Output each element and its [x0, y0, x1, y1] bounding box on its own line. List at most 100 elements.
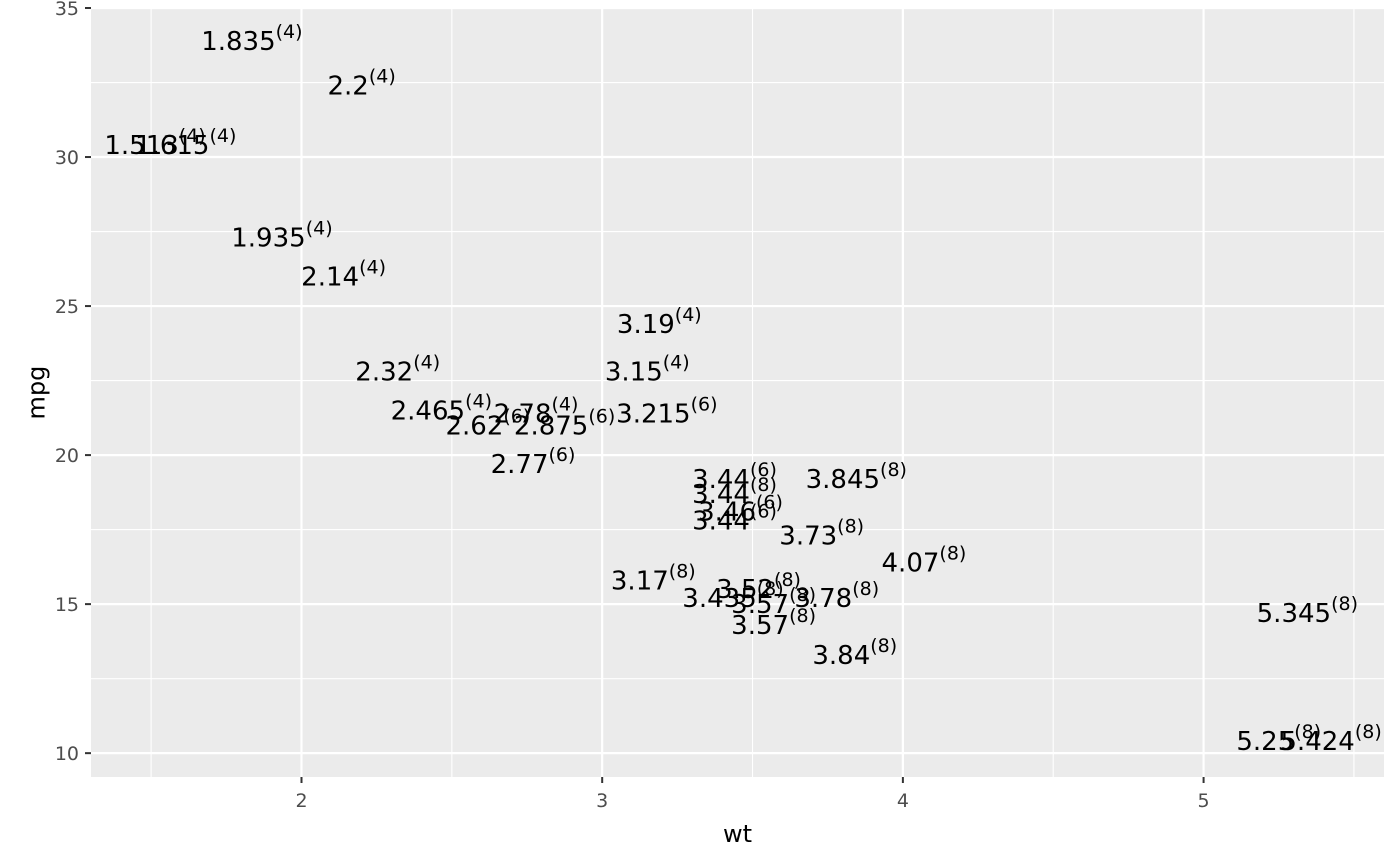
- point-label: 3.845(8): [806, 459, 907, 495]
- x-tick-label: 4: [897, 790, 909, 812]
- y-tick-label: 25: [55, 296, 79, 318]
- point-label: 2.14(4): [301, 256, 386, 292]
- point-label-value: 3.57: [731, 611, 789, 641]
- point-label: 3.19(4): [617, 304, 702, 340]
- point-label: 3.73(8): [779, 516, 864, 552]
- point-label-superscript: (8): [1331, 593, 1358, 615]
- point-label: 2.465(4): [391, 390, 492, 426]
- point-label-superscript: (8): [939, 542, 966, 564]
- point-label-value: 3.845: [806, 465, 880, 495]
- point-label-value: 2.78: [494, 399, 552, 429]
- point-label-value: 4.07: [882, 548, 940, 578]
- point-label-superscript: (8): [789, 605, 816, 627]
- point-label-value: 3.15: [605, 358, 663, 388]
- point-label-superscript: (6): [691, 393, 718, 415]
- point-label-value: 3.19: [617, 310, 675, 340]
- point-label: 3.44(6): [692, 459, 777, 495]
- point-label-value: 5.424: [1280, 727, 1354, 757]
- point-label: 2.2(4): [327, 65, 395, 101]
- point-label-superscript: (6): [756, 492, 783, 514]
- point-label-superscript: (4): [552, 393, 579, 415]
- point-label-value: 3.17: [611, 566, 669, 596]
- point-label-superscript: (8): [880, 459, 907, 481]
- x-axis-title: wt: [723, 820, 752, 848]
- point-label-superscript: (8): [1294, 721, 1321, 743]
- y-tick-label: 30: [55, 147, 79, 169]
- point-label: 3.84(8): [812, 635, 897, 671]
- point-label-value: 2.14: [301, 262, 359, 292]
- point-label-superscript: (8): [774, 569, 801, 591]
- point-label: 3.215(6): [616, 393, 717, 429]
- point-label-superscript: (4): [179, 125, 206, 147]
- grid-lines: [91, 6, 1384, 777]
- point-label-superscript: (6): [750, 459, 777, 481]
- point-label-superscript: (6): [588, 405, 615, 427]
- point-label-superscript: (8): [852, 578, 879, 600]
- point-label-superscript: (4): [675, 304, 702, 326]
- y-tick-label: 10: [55, 743, 79, 765]
- point-label: 3.44(6): [692, 501, 777, 537]
- point-label-value: 2.2: [327, 71, 368, 101]
- y-tick-label: 20: [55, 445, 79, 467]
- point-labels: 2.62(6)2.875(6)2.32(4)3.215(6)3.44(8)3.4…: [104, 21, 1381, 757]
- point-label-superscript: (4): [306, 218, 333, 240]
- point-label-value: 2.875: [514, 411, 588, 441]
- point-label-superscript: (8): [837, 516, 864, 538]
- point-label: 3.52(8): [716, 569, 801, 605]
- point-label-superscript: (4): [276, 21, 303, 43]
- point-label: 2.32(4): [355, 352, 440, 388]
- point-label-superscript: (4): [369, 65, 396, 87]
- y-tick-label: 35: [55, 0, 79, 20]
- point-label-value: 3.44: [692, 507, 750, 537]
- point-label-value: 1.935: [231, 224, 305, 254]
- y-tick-label: 15: [55, 594, 79, 616]
- point-label-superscript: (8): [757, 578, 784, 600]
- x-tick-label: 2: [295, 790, 307, 812]
- point-label-superscript: (4): [413, 352, 440, 374]
- point-label-superscript: (4): [465, 390, 492, 412]
- point-label-superscript: (8): [1355, 721, 1382, 743]
- point-label: 2.62(6): [446, 405, 531, 441]
- point-label: 3.15(4): [605, 352, 690, 388]
- point-label-value: 3.215: [616, 399, 690, 429]
- point-label-superscript: (4): [663, 352, 690, 374]
- point-label-superscript: (8): [750, 474, 777, 496]
- point-label-value: 1.615: [135, 131, 209, 161]
- point-label: 5.25(8): [1236, 721, 1321, 757]
- point-label-value: 1.513: [104, 131, 178, 161]
- point-label-superscript: (8): [870, 635, 897, 657]
- point-label-superscript: (6): [750, 501, 777, 523]
- point-label-superscript: (4): [359, 256, 386, 278]
- point-label-value: 3.52: [716, 575, 774, 605]
- point-label-value: 5.25: [1236, 727, 1294, 757]
- point-label-value: 3.46: [698, 498, 756, 528]
- point-label: 5.424(8): [1280, 721, 1381, 757]
- point-label-value: 3.84: [812, 641, 870, 671]
- point-label-value: 2.62: [446, 411, 504, 441]
- point-label: 3.78(8): [794, 578, 879, 614]
- plot-panel: [91, 8, 1384, 777]
- point-label-superscript: (6): [503, 405, 530, 427]
- point-label: 3.57(8): [731, 584, 816, 620]
- point-label: 5.345(8): [1257, 593, 1358, 629]
- point-label: 1.615(4): [135, 125, 236, 161]
- point-label-value: 3.78: [794, 584, 852, 614]
- point-label-value: 2.77: [491, 450, 549, 480]
- point-label-value: 3.44: [692, 465, 750, 495]
- point-label: 3.46(6): [698, 492, 783, 528]
- point-label: 2.875(6): [514, 405, 615, 441]
- point-label: 2.78(4): [494, 393, 579, 429]
- point-label-value: 3.57: [731, 590, 789, 620]
- point-label: 1.935(4): [231, 218, 332, 254]
- point-label-superscript: (4): [209, 125, 236, 147]
- point-label: 3.435(8): [682, 578, 783, 614]
- point-label-superscript: (8): [789, 584, 816, 606]
- point-label: 1.513(4): [104, 125, 205, 161]
- point-label-value: 1.835: [201, 27, 275, 57]
- point-label-superscript: (8): [669, 560, 696, 582]
- point-label-value: 3.435: [682, 584, 756, 614]
- point-label: 4.07(8): [882, 542, 967, 578]
- point-label: 3.44(8): [692, 474, 777, 510]
